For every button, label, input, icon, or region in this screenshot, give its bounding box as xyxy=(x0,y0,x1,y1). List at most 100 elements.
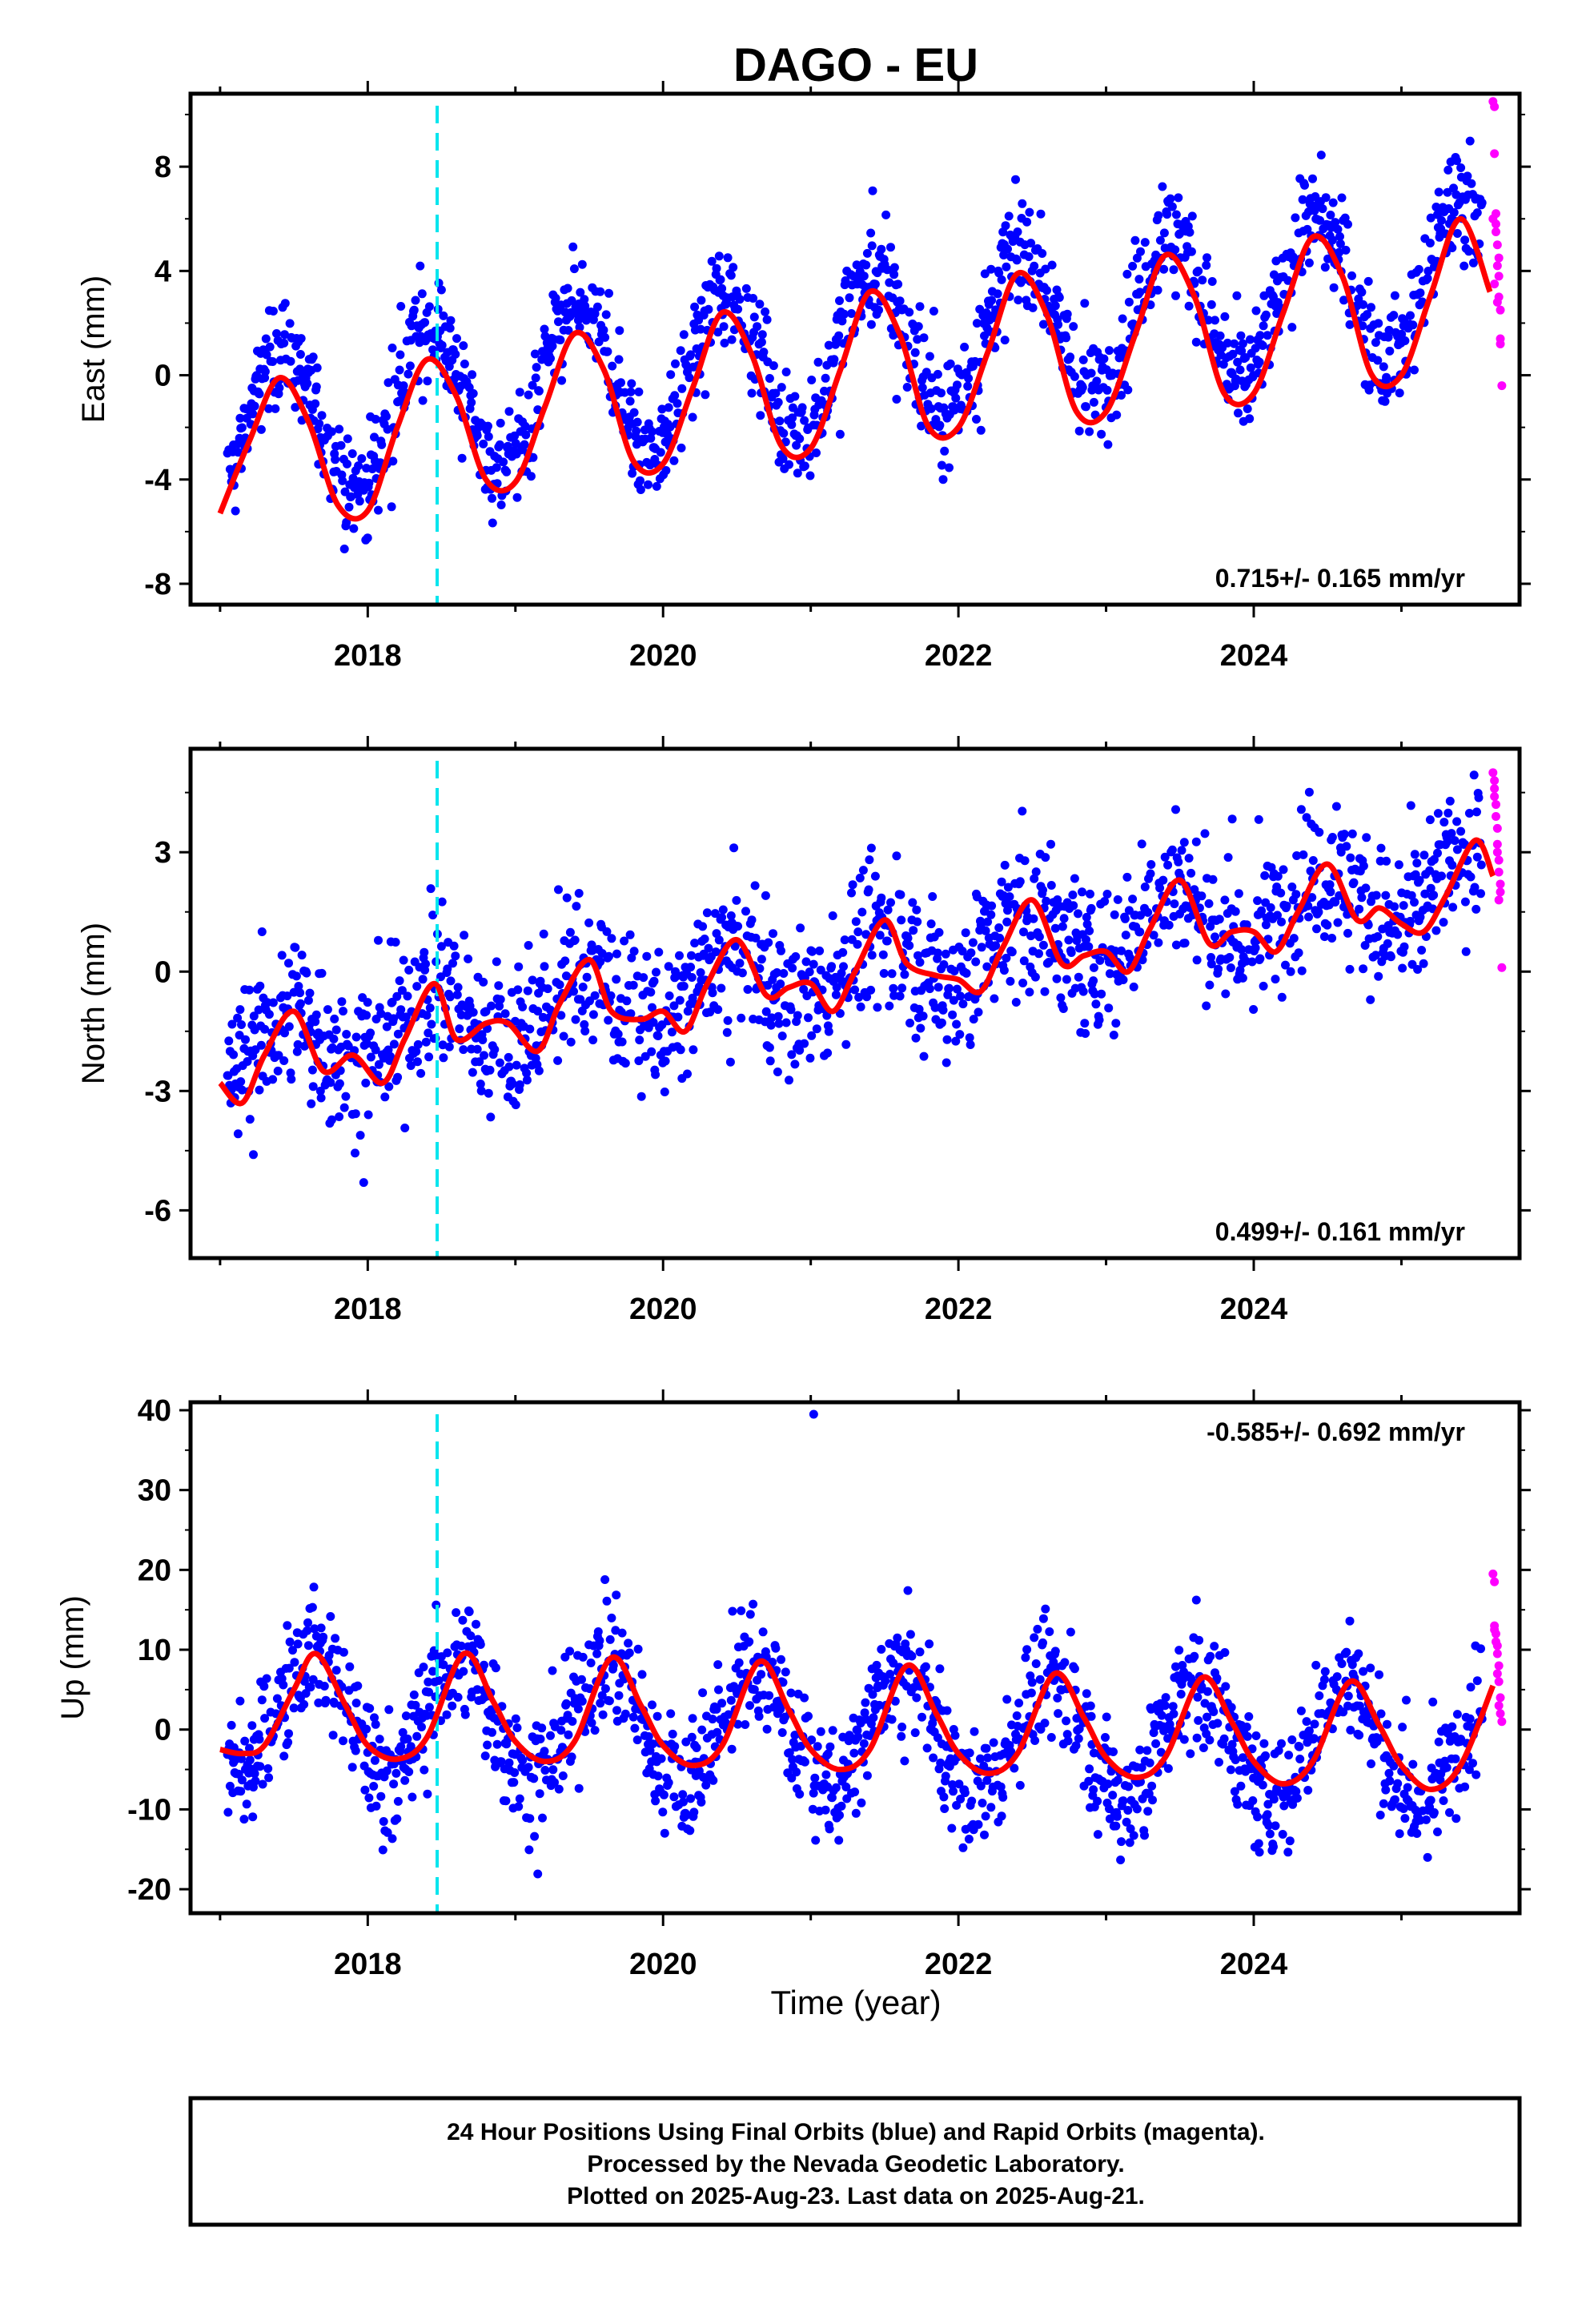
east-final-point xyxy=(1202,260,1211,270)
east-final-point xyxy=(264,404,274,413)
up-final-point xyxy=(1347,1660,1357,1670)
north-final-point xyxy=(705,1007,715,1017)
east-frame xyxy=(188,91,1522,607)
up-final-point xyxy=(980,1830,989,1839)
north-final-point xyxy=(962,968,971,978)
north-final-point xyxy=(425,1003,435,1013)
north-final-point xyxy=(848,880,857,890)
east-final-point xyxy=(387,344,397,352)
up-final-point xyxy=(417,1723,426,1731)
up-final-point xyxy=(237,1754,246,1763)
up-final-point xyxy=(795,1789,805,1799)
north-final-point xyxy=(443,964,452,974)
north-final-point xyxy=(533,1007,543,1016)
east-ytick-label: 4 xyxy=(155,255,171,288)
north-final-point xyxy=(647,1047,656,1056)
north-final-point xyxy=(268,998,278,1007)
north-final-point xyxy=(858,866,868,875)
up-final-point xyxy=(1320,1667,1330,1676)
north-final-point xyxy=(1277,992,1287,1002)
north-final-point xyxy=(255,1085,264,1095)
north-final-point xyxy=(1003,883,1013,892)
east-final-point xyxy=(913,322,923,332)
north-final-point xyxy=(363,998,372,1007)
north-final-point xyxy=(472,1044,482,1054)
north-final-point xyxy=(1410,850,1419,859)
up-final-point xyxy=(538,1813,547,1823)
east-final-point xyxy=(777,383,786,392)
north-final-point xyxy=(676,1045,685,1055)
east-final-point xyxy=(255,389,264,399)
up-final-point xyxy=(330,1699,339,1708)
north-final-point xyxy=(1472,807,1481,817)
north-final-point xyxy=(951,1036,961,1046)
east-final-point xyxy=(436,285,446,295)
up-final-point xyxy=(412,1731,422,1741)
north-final-point xyxy=(1204,899,1214,908)
north-final-point xyxy=(543,984,552,994)
north-final-point xyxy=(635,1035,644,1045)
up-final-point xyxy=(597,1691,607,1700)
east-final-point xyxy=(303,379,312,388)
north-final-point xyxy=(1294,948,1303,958)
up-final-point xyxy=(877,1645,886,1654)
east-final-point xyxy=(502,467,512,476)
up-final-point xyxy=(787,1773,797,1783)
north-final-point xyxy=(642,951,652,961)
east-final-point xyxy=(1465,136,1475,146)
east-final-point xyxy=(295,364,305,374)
east-final-point xyxy=(785,460,793,469)
east-final-point xyxy=(1235,365,1245,375)
north-final-point xyxy=(468,1007,478,1017)
up-final-point xyxy=(518,1755,528,1765)
up-final-point xyxy=(260,1714,270,1723)
up-final-point xyxy=(587,1718,596,1727)
up-final-point xyxy=(227,1720,236,1730)
up-final-point xyxy=(1279,1801,1289,1811)
east-final-point xyxy=(1082,402,1090,412)
up-final-point xyxy=(827,1793,837,1803)
up-final-point xyxy=(749,1685,759,1695)
north-final-point xyxy=(1472,852,1482,862)
east-final-point xyxy=(902,383,912,392)
north-final-point xyxy=(588,1035,598,1045)
north-final-point xyxy=(302,968,311,978)
north-rate-label: 0.499+/- 0.161 mm/yr xyxy=(1215,1217,1465,1246)
north-final-point xyxy=(317,968,327,978)
up-final-point xyxy=(525,1814,535,1823)
east-final-point xyxy=(548,341,557,351)
north-final-point xyxy=(273,1066,283,1076)
up-final-point xyxy=(660,1828,669,1838)
north-final-point xyxy=(934,927,944,937)
north-final-point xyxy=(965,1033,974,1043)
north-final-point xyxy=(795,1046,805,1055)
north-rapid-point xyxy=(1494,895,1504,905)
north-final-point xyxy=(773,968,781,977)
up-final-point xyxy=(727,1744,737,1754)
up-final-point xyxy=(546,1731,555,1740)
east-final-point xyxy=(1026,239,1036,248)
east-final-point xyxy=(719,322,729,332)
north-final-point xyxy=(1171,940,1181,950)
north-final-point xyxy=(730,942,740,951)
north-final-point xyxy=(1053,895,1062,904)
north-final-point xyxy=(828,911,837,920)
north-final-point xyxy=(850,985,860,995)
up-final-point xyxy=(392,1814,402,1823)
north-final-point xyxy=(726,911,736,920)
up-ytick-label: 20 xyxy=(138,1554,171,1587)
east-final-point xyxy=(1323,254,1333,263)
east-final-point xyxy=(1028,303,1038,312)
east-final-point xyxy=(778,454,788,464)
north-final-point xyxy=(362,1039,371,1048)
up-final-point xyxy=(1342,1647,1351,1657)
east-final-point xyxy=(363,533,372,543)
up-final-point xyxy=(1169,1709,1178,1719)
north-final-point xyxy=(500,1009,510,1019)
up-final-point xyxy=(1086,1711,1096,1721)
north-final-point xyxy=(571,1015,580,1024)
north-ytick-label: -3 xyxy=(144,1075,171,1108)
east-final-point xyxy=(800,416,809,425)
east-final-point xyxy=(1382,372,1391,382)
